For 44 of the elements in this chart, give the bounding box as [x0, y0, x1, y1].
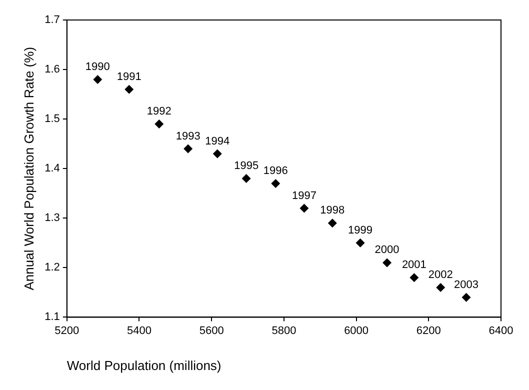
annotation: 1990	[85, 60, 110, 73]
point	[124, 84, 134, 94]
y-axis-title: Annual World Population Growth Rate (%)	[21, 46, 36, 290]
annotation: 1995	[234, 160, 259, 172]
point	[154, 120, 164, 129]
annotation: 2001	[402, 259, 426, 272]
point	[436, 282, 446, 292]
x-tick-label: 5400	[127, 324, 152, 337]
y-tick-label: 1.4	[44, 162, 60, 175]
y-tick-label: 1.2	[44, 262, 60, 274]
point	[271, 178, 280, 188]
annotation: 1994	[205, 135, 230, 148]
annotation: 2000	[374, 244, 400, 256]
x-tick-label: 5600	[199, 324, 224, 337]
x-axis-title: World Population (millions)	[66, 358, 222, 373]
annotation: 1991	[116, 70, 142, 83]
annotation: 1999	[348, 224, 373, 236]
point	[410, 273, 419, 282]
point	[212, 149, 222, 158]
x-tick-label: 6200	[416, 324, 441, 337]
point	[328, 218, 337, 228]
point	[93, 74, 102, 84]
y-tick-label: 1.6	[44, 64, 60, 76]
y-tick-label: 1.7	[44, 14, 60, 26]
point	[184, 144, 193, 154]
x-tick-label: 6000	[344, 324, 369, 337]
x-tick-label: 5200	[54, 324, 80, 337]
x-tick-label: 6400	[488, 324, 514, 337]
y-tick-label: 1.3	[44, 212, 60, 224]
annotation: 1998	[320, 204, 345, 217]
point	[300, 204, 309, 213]
point	[356, 238, 365, 248]
point	[242, 174, 251, 184]
point	[462, 292, 471, 302]
y-tick-label: 1.1	[44, 311, 60, 324]
annotation: 1996	[263, 164, 288, 177]
annotation: 1993	[176, 130, 200, 142]
annotation: 1997	[292, 190, 316, 202]
x-tick-label: 5800	[272, 324, 296, 337]
annotation: 1992	[146, 106, 172, 118]
y-tick-label: 1.5	[44, 113, 60, 126]
annotation: 2002	[428, 269, 453, 282]
point	[382, 258, 392, 268]
annotation: 2003	[454, 278, 479, 291]
